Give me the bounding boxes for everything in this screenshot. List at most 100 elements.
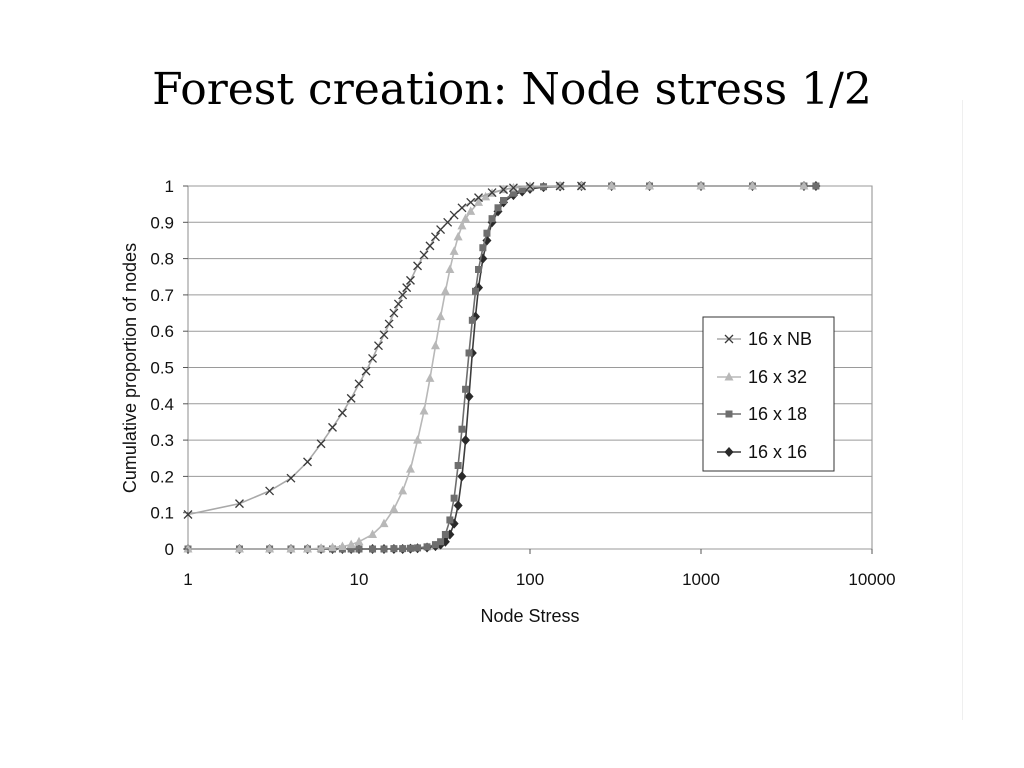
data-point-1-37 (696, 181, 706, 190)
y-tick-label-5: 0.5 (150, 359, 174, 378)
data-point-0-34 (555, 181, 565, 191)
data-point-0-6 (328, 422, 337, 432)
data-point-1-17 (425, 373, 435, 382)
data-point-0-20 (413, 261, 423, 271)
data-point-1-21 (445, 264, 455, 273)
y-tick-label-7: 0.7 (150, 286, 174, 305)
data-point-2-20 (446, 516, 454, 524)
data-point-1-24 (457, 220, 467, 230)
data-point-1-3 (286, 544, 296, 553)
y-tick-label-10: 1 (165, 177, 174, 196)
data-point-1-38 (747, 181, 757, 190)
legend-marker-0 (724, 334, 734, 344)
data-point-1-36 (645, 181, 655, 190)
data-point-1-1 (234, 544, 244, 553)
data-point-1-23 (453, 231, 463, 241)
data-point-0-15 (389, 308, 399, 318)
data-point-3-24 (461, 435, 471, 446)
data-point-0-7 (337, 408, 347, 418)
data-point-2-13 (399, 545, 407, 553)
data-point-2-45 (812, 182, 820, 190)
data-point-0-0 (183, 510, 193, 519)
data-point-2-16 (423, 543, 431, 551)
data-point-0-12 (374, 341, 383, 351)
y-tick-label-2: 0.2 (150, 467, 174, 486)
data-point-0-9 (354, 379, 364, 389)
data-point-1-26 (466, 206, 476, 215)
data-point-1-14 (405, 464, 415, 473)
data-point-1-27 (474, 197, 484, 206)
data-point-0-32 (508, 183, 518, 193)
legend: 16 x NB 16 x 32 16 x 18 16 x 16 (702, 316, 835, 472)
data-point-2-10 (369, 545, 377, 553)
y-axis-title: Cumulative proportion of nodes (120, 243, 140, 493)
slide-title: Forest creation: Node stress 1/2 (152, 64, 872, 115)
data-point-0-18 (402, 283, 412, 293)
data-point-1-4 (303, 544, 313, 553)
data-point-0-35 (577, 181, 586, 191)
data-point-1-8 (346, 539, 356, 549)
x-tick-label-4: 10000 (848, 570, 895, 589)
data-point-2-27 (471, 287, 479, 295)
data-point-0-14 (384, 319, 394, 329)
data-point-2-15 (414, 544, 422, 552)
data-point-2-17 (431, 541, 439, 549)
legend-label-2: 16 x 18 (748, 404, 807, 424)
data-point-0-10 (361, 366, 371, 376)
data-point-0-23 (431, 232, 440, 242)
data-point-0-28 (466, 197, 476, 207)
series-group (183, 181, 821, 554)
data-point-0-8 (346, 393, 356, 403)
data-point-0-24 (436, 225, 446, 235)
data-point-0-21 (419, 250, 429, 260)
data-point-0-13 (379, 330, 389, 340)
x-axis-title: Node Stress (480, 606, 579, 626)
x-tick-label-3: 1000 (682, 570, 720, 589)
data-point-1-19 (436, 311, 446, 321)
data-point-0-2 (265, 486, 275, 496)
data-point-1-7 (337, 541, 347, 550)
data-point-2-33 (500, 197, 508, 205)
data-point-1-10 (368, 529, 378, 538)
data-point-2-32 (494, 204, 502, 212)
data-point-1-15 (413, 435, 423, 444)
data-point-3-22 (453, 500, 463, 511)
y-tick-label-9: 0.9 (150, 213, 174, 232)
data-point-0-27 (457, 203, 467, 213)
data-point-1-16 (419, 406, 429, 415)
y-tick-label-6: 0.6 (150, 322, 174, 341)
legend-marker-2 (725, 410, 733, 418)
data-point-1-28 (481, 191, 491, 201)
data-point-2-22 (454, 462, 462, 470)
y-tick-label-0: 0 (165, 540, 174, 559)
data-point-0-26 (449, 210, 459, 220)
data-point-1-20 (440, 286, 450, 295)
data-point-0-30 (487, 188, 497, 197)
data-point-0-19 (406, 275, 415, 285)
data-point-1-35 (607, 181, 617, 190)
data-point-1-9 (354, 536, 364, 546)
data-point-2-12 (390, 545, 398, 553)
slide-edge-line (962, 100, 963, 720)
data-point-2-18 (437, 538, 445, 546)
data-point-2-14 (406, 544, 414, 552)
legend-label-0: 16 x NB (748, 329, 812, 349)
data-point-2-11 (380, 545, 388, 553)
data-point-1-0 (183, 544, 193, 553)
x-tick-label-1: 10 (350, 570, 369, 589)
data-point-1-12 (389, 504, 399, 513)
data-point-1-2 (265, 544, 275, 553)
data-point-0-1 (235, 499, 244, 509)
series-0 (183, 181, 586, 519)
data-point-3-25 (464, 391, 474, 402)
data-point-0-31 (499, 185, 508, 195)
data-point-0-16 (393, 299, 403, 309)
legend-marker-3 (724, 447, 734, 457)
data-point-0-17 (398, 290, 408, 300)
data-point-0-33 (525, 181, 535, 191)
data-point-1-5 (316, 543, 326, 552)
data-point-2-24 (462, 385, 470, 393)
data-point-2-23 (458, 425, 466, 433)
axes: 0 0.1 0.2 0.3 0.4 0.5 0.6 0.7 0.8 0.9 1 1 10 100 1000 1… (150, 177, 895, 589)
